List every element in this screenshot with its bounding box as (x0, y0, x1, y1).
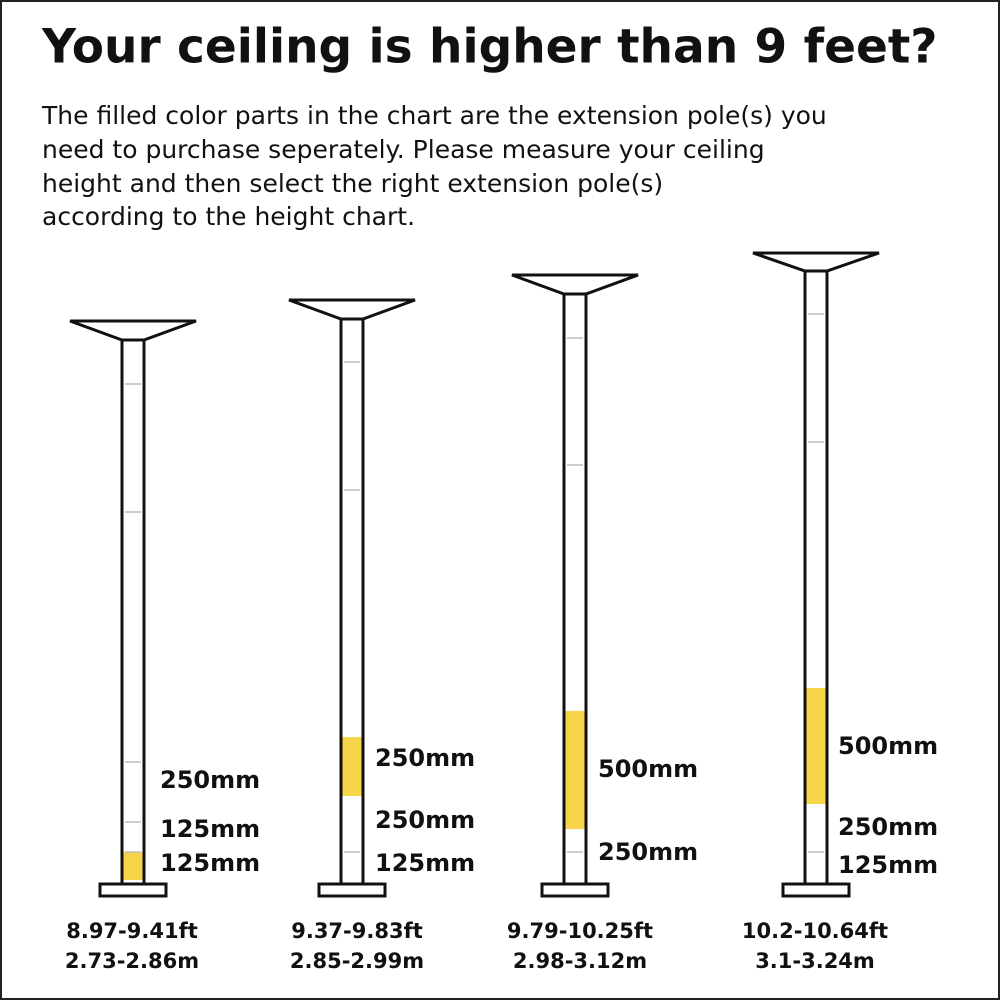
pole-cap (288, 298, 416, 321)
description-line: The filled color parts in the chart are … (41, 101, 827, 130)
pole-base (98, 882, 168, 898)
title: Your ceiling is higher than 9 feet? (41, 20, 938, 75)
segment-label: 125mm (160, 849, 260, 877)
pole-base (317, 882, 387, 898)
height-meters: 2.73-2.86m (65, 949, 199, 973)
segment-label: 500mm (838, 732, 938, 760)
description-line: according to the height chart. (42, 202, 415, 231)
description-line: height and then select the right extensi… (42, 169, 663, 198)
extension-fill (122, 852, 144, 880)
height-meters: 2.98-3.12m (513, 949, 647, 973)
extension-fill (564, 711, 586, 829)
extension-fill (805, 688, 827, 804)
height-meters: 2.85-2.99m (290, 949, 424, 973)
segment-label: 250mm (160, 766, 260, 794)
segment-label: 125mm (160, 815, 260, 843)
pole-base (540, 882, 610, 898)
height-meters: 3.1-3.24m (755, 949, 875, 973)
height-feet: 9.79-10.25ft (507, 919, 653, 943)
pole-base (781, 882, 851, 898)
pole-cap (752, 251, 880, 273)
segment-label: 125mm (375, 849, 475, 877)
height-feet: 10.2-10.64ft (742, 919, 888, 943)
extension-fill (341, 737, 363, 796)
height-feet: 9.37-9.83ft (291, 919, 423, 943)
segment-label: 125mm (838, 851, 938, 879)
pole-cap (69, 319, 197, 342)
height-feet: 8.97-9.41ft (66, 919, 198, 943)
segment-label: 250mm (375, 806, 475, 834)
segment-label: 250mm (375, 744, 475, 772)
pole-cap (511, 273, 639, 296)
description-line: need to purchase seperately. Please meas… (42, 135, 765, 164)
segment-label: 500mm (598, 755, 698, 783)
segment-label: 250mm (838, 813, 938, 841)
segment-label: 250mm (598, 838, 698, 866)
